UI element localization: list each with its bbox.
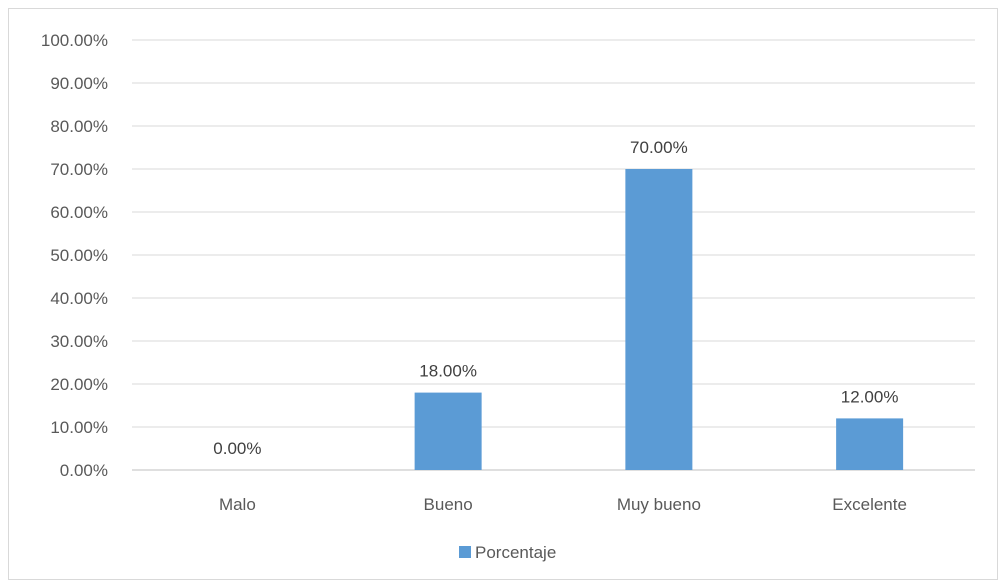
y-tick-label: 0.00% bbox=[60, 461, 108, 480]
y-tick-label: 50.00% bbox=[50, 246, 108, 265]
y-tick-label: 70.00% bbox=[50, 160, 108, 179]
data-label: 12.00% bbox=[841, 387, 899, 406]
x-tick-label: Malo bbox=[219, 495, 256, 514]
y-tick-label: 30.00% bbox=[50, 332, 108, 351]
y-tick-label: 40.00% bbox=[50, 289, 108, 308]
y-tick-label: 100.00% bbox=[41, 31, 108, 50]
legend-swatch bbox=[459, 546, 471, 558]
legend-label: Porcentaje bbox=[475, 543, 556, 562]
bar-excelente bbox=[836, 418, 904, 470]
y-tick-label: 10.00% bbox=[50, 418, 108, 437]
bar-bueno bbox=[414, 392, 482, 470]
chart-frame bbox=[8, 8, 998, 580]
y-tick-label: 90.00% bbox=[50, 74, 108, 93]
data-labels: 0.00% 18.00% 70.00% 12.00% bbox=[213, 138, 898, 458]
y-tick-label: 60.00% bbox=[50, 203, 108, 222]
x-axis-ticks: Malo Bueno Muy bueno Excelente bbox=[219, 495, 907, 514]
bar-muy-bueno bbox=[625, 169, 693, 470]
x-tick-label: Muy bueno bbox=[617, 495, 701, 514]
y-tick-label: 80.00% bbox=[50, 117, 108, 136]
bars bbox=[414, 169, 904, 470]
gridlines bbox=[132, 39, 975, 471]
x-tick-label: Excelente bbox=[832, 495, 907, 514]
x-tick-label: Bueno bbox=[424, 495, 473, 514]
data-label: 18.00% bbox=[419, 362, 477, 381]
legend: Porcentaje bbox=[459, 543, 556, 562]
y-tick-label: 20.00% bbox=[50, 375, 108, 394]
data-label: 70.00% bbox=[630, 138, 688, 157]
y-axis-ticks: 0.00% 10.00% 20.00% 30.00% 40.00% 50.00% 60.00… bbox=[41, 31, 108, 480]
data-label: 0.00% bbox=[213, 439, 261, 458]
